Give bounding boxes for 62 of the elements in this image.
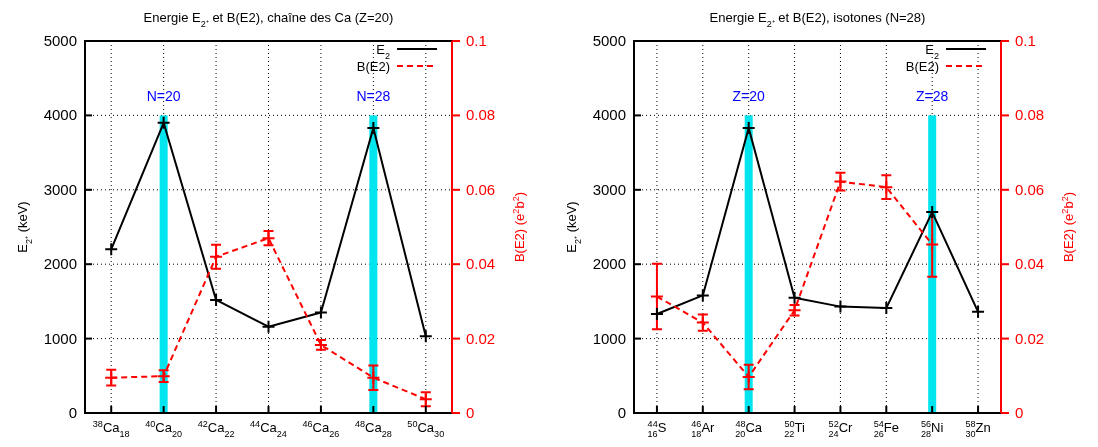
legend-label: E$_{2}$ <box>376 42 390 61</box>
x-tick-label: $^{40}$Ca$_{20}$ <box>145 419 183 439</box>
y2-tick-label: 0.1 <box>1015 32 1036 49</box>
point <box>649 289 664 304</box>
point <box>925 237 940 252</box>
point <box>833 299 848 314</box>
x-tick-label: $^{48}$Ca$_{28}$ <box>354 419 392 439</box>
x-tick-label: $^{50}$Ca$_{30}$ <box>407 419 445 439</box>
point <box>971 304 986 319</box>
point <box>741 369 756 384</box>
annotation: N=28 <box>356 88 391 105</box>
y-tick-label: 1000 <box>43 329 77 347</box>
legend-label: B(E2) <box>905 59 939 74</box>
x-tick-label: $^{38}$Ca$_{18}$ <box>92 419 130 439</box>
x-tick-label: $^{42}$Ca$_{22}$ <box>197 419 235 439</box>
point <box>695 288 710 303</box>
y-tick-label: 4000 <box>43 106 77 124</box>
point <box>741 121 756 136</box>
point <box>156 115 171 130</box>
y-tick-label: 4000 <box>592 106 626 124</box>
y-tick-label: 2000 <box>592 255 626 273</box>
y-tick-label: 5000 <box>592 32 626 49</box>
point <box>879 301 894 316</box>
chart-title: Energie E$_{2⁺}$ et B(E2), chaîne des Ca (Z=20) <box>143 10 394 29</box>
point <box>925 205 940 220</box>
y2-tick-label: 0 <box>466 404 475 421</box>
point <box>418 329 433 344</box>
point <box>366 121 381 136</box>
point <box>209 292 224 307</box>
legend-label: B(E2) <box>356 59 390 74</box>
point <box>313 305 328 320</box>
legend-label: E$_{2}$ <box>925 42 939 61</box>
y2-tick-label: 0.1 <box>466 32 487 49</box>
y2-tick-label: 0.06 <box>466 180 496 198</box>
y2-tick-label: 0 <box>1015 404 1024 421</box>
x-tick-label: $^{46}$Ca$_{26}$ <box>302 419 340 439</box>
y2-tick-label: 0.02 <box>466 329 496 347</box>
point <box>104 242 119 257</box>
point <box>787 290 802 305</box>
point <box>879 180 894 195</box>
point <box>649 307 664 322</box>
y-tick-label: 3000 <box>592 180 626 198</box>
x-tick-label: $^{44}$Ca$_{24}$ <box>250 419 287 439</box>
y2-tick-label: 0.04 <box>1015 255 1045 273</box>
y2-tick-label: 0.08 <box>466 106 496 124</box>
y2-tick-label: 0.08 <box>1015 106 1045 124</box>
y2-tick-label: 0.02 <box>1015 329 1045 347</box>
point <box>209 249 224 264</box>
y-tick-label: 1000 <box>592 329 626 347</box>
annotation: Z=20 <box>732 88 766 105</box>
y-tick-label: 0 <box>68 404 77 421</box>
point <box>261 319 276 334</box>
y-tick-label: 3000 <box>43 180 77 198</box>
y2-tick-label: 0.06 <box>1015 180 1045 198</box>
point <box>366 370 381 385</box>
y-tick-label: 5000 <box>43 32 77 49</box>
y-tick-label: 0 <box>617 404 626 421</box>
annotation: Z=28 <box>916 88 949 105</box>
annotation: N=20 <box>146 88 181 105</box>
y2-tick-label: 0.04 <box>466 255 496 273</box>
y-tick-label: 2000 <box>43 255 77 273</box>
chart-title: Energie E$_{2⁺}$ et B(E2), isotones (N=28) <box>709 10 926 29</box>
